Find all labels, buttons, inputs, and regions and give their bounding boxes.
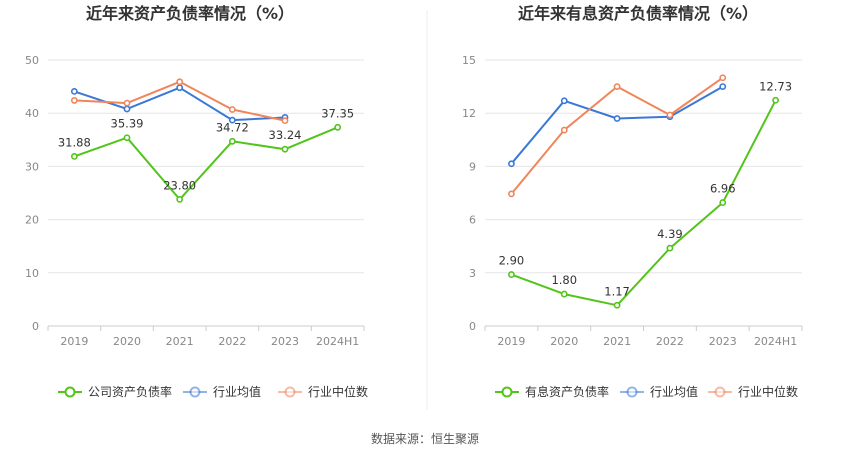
data-point — [560, 290, 568, 298]
y-tick-label: 30 — [25, 160, 39, 173]
data-point — [508, 190, 515, 198]
x-tick-label: 2021 — [166, 335, 194, 348]
data-point — [176, 195, 184, 203]
data-source: 数据来源：恒生聚源 — [371, 431, 479, 446]
legend-marker — [714, 386, 726, 398]
x-tick-label: 2023 — [271, 335, 299, 348]
x-tick-label: 2024H1 — [316, 335, 359, 348]
data-point — [334, 123, 342, 131]
data-label: 33.24 — [269, 128, 302, 142]
data-label: 31.88 — [58, 135, 91, 149]
data-label: 12.73 — [759, 79, 792, 93]
x-tick-label: 2022 — [656, 335, 684, 348]
y-tick-label: 15 — [462, 54, 476, 67]
y-tick-label: 6 — [469, 214, 476, 227]
legend-label: 公司资产负债率 — [88, 384, 172, 399]
y-tick-label: 10 — [25, 267, 39, 280]
data-point — [123, 99, 131, 107]
x-tick-label: 2021 — [603, 335, 631, 348]
chart-title: 近年来有息资产负债率情况（%） — [518, 4, 758, 23]
data-point — [228, 116, 236, 124]
legend-label: 行业均值 — [650, 384, 698, 399]
data-point — [70, 97, 78, 104]
data-point — [176, 78, 184, 86]
legend-marker — [626, 386, 638, 398]
data-point — [281, 117, 289, 125]
chart-title: 近年来资产负债率情况（%） — [86, 4, 294, 23]
legend-marker — [501, 386, 513, 398]
data-point — [70, 87, 78, 95]
x-tick-label: 2019 — [497, 335, 525, 348]
series-line — [511, 99, 777, 307]
data-point — [70, 152, 78, 160]
legend-label: 行业中位数 — [308, 384, 368, 399]
y-tick-label: 3 — [469, 267, 476, 280]
data-label: 23.80 — [163, 178, 196, 192]
data-label: 34.72 — [216, 120, 249, 134]
legend-marker — [64, 386, 76, 398]
data-label: 1.17 — [604, 284, 630, 298]
y-tick-label: 20 — [25, 214, 39, 227]
data-point — [719, 83, 727, 90]
y-tick-label: 0 — [469, 320, 476, 333]
data-point — [228, 137, 236, 145]
data-point — [772, 96, 779, 104]
data-point — [719, 199, 727, 206]
series-line — [510, 85, 724, 165]
x-tick-label: 2020 — [550, 335, 578, 348]
x-tick-label: 2023 — [709, 335, 737, 348]
data-point — [560, 97, 568, 105]
series-line — [73, 86, 286, 122]
data-point — [613, 83, 621, 90]
legend-label: 有息资产负债率 — [525, 384, 609, 399]
y-tick-label: 40 — [25, 107, 39, 120]
data-point — [123, 105, 131, 113]
data-point — [666, 111, 674, 119]
data-point — [560, 126, 568, 134]
data-label: 6.96 — [710, 182, 736, 196]
data-label: 4.39 — [657, 227, 683, 241]
data-point — [613, 115, 621, 122]
data-point — [666, 244, 674, 252]
legend-marker — [189, 386, 201, 398]
x-tick-label: 2019 — [60, 335, 88, 348]
y-tick-label: 12 — [462, 107, 476, 120]
data-point — [228, 106, 236, 113]
y-tick-label: 50 — [25, 54, 39, 67]
data-point — [508, 160, 515, 168]
legend-marker — [284, 386, 296, 398]
legend-label: 行业均值 — [213, 384, 261, 399]
data-point — [123, 134, 131, 142]
data-label: 35.39 — [111, 117, 144, 131]
y-tick-label: 9 — [469, 160, 476, 173]
data-point — [176, 84, 184, 92]
data-point — [719, 74, 727, 82]
series-line — [510, 76, 724, 195]
x-tick-label: 2022 — [218, 335, 246, 348]
x-tick-label: 2024H1 — [754, 335, 797, 348]
y-tick-label: 0 — [32, 320, 39, 333]
data-point — [613, 301, 621, 309]
series-line — [73, 126, 339, 201]
x-tick-label: 2020 — [113, 335, 141, 348]
data-label: 1.80 — [551, 273, 577, 287]
data-point — [281, 145, 289, 153]
data-point — [508, 271, 515, 278]
data-label: 37.35 — [321, 106, 354, 120]
data-label: 2.90 — [499, 254, 525, 268]
legend-label: 行业中位数 — [738, 384, 798, 399]
